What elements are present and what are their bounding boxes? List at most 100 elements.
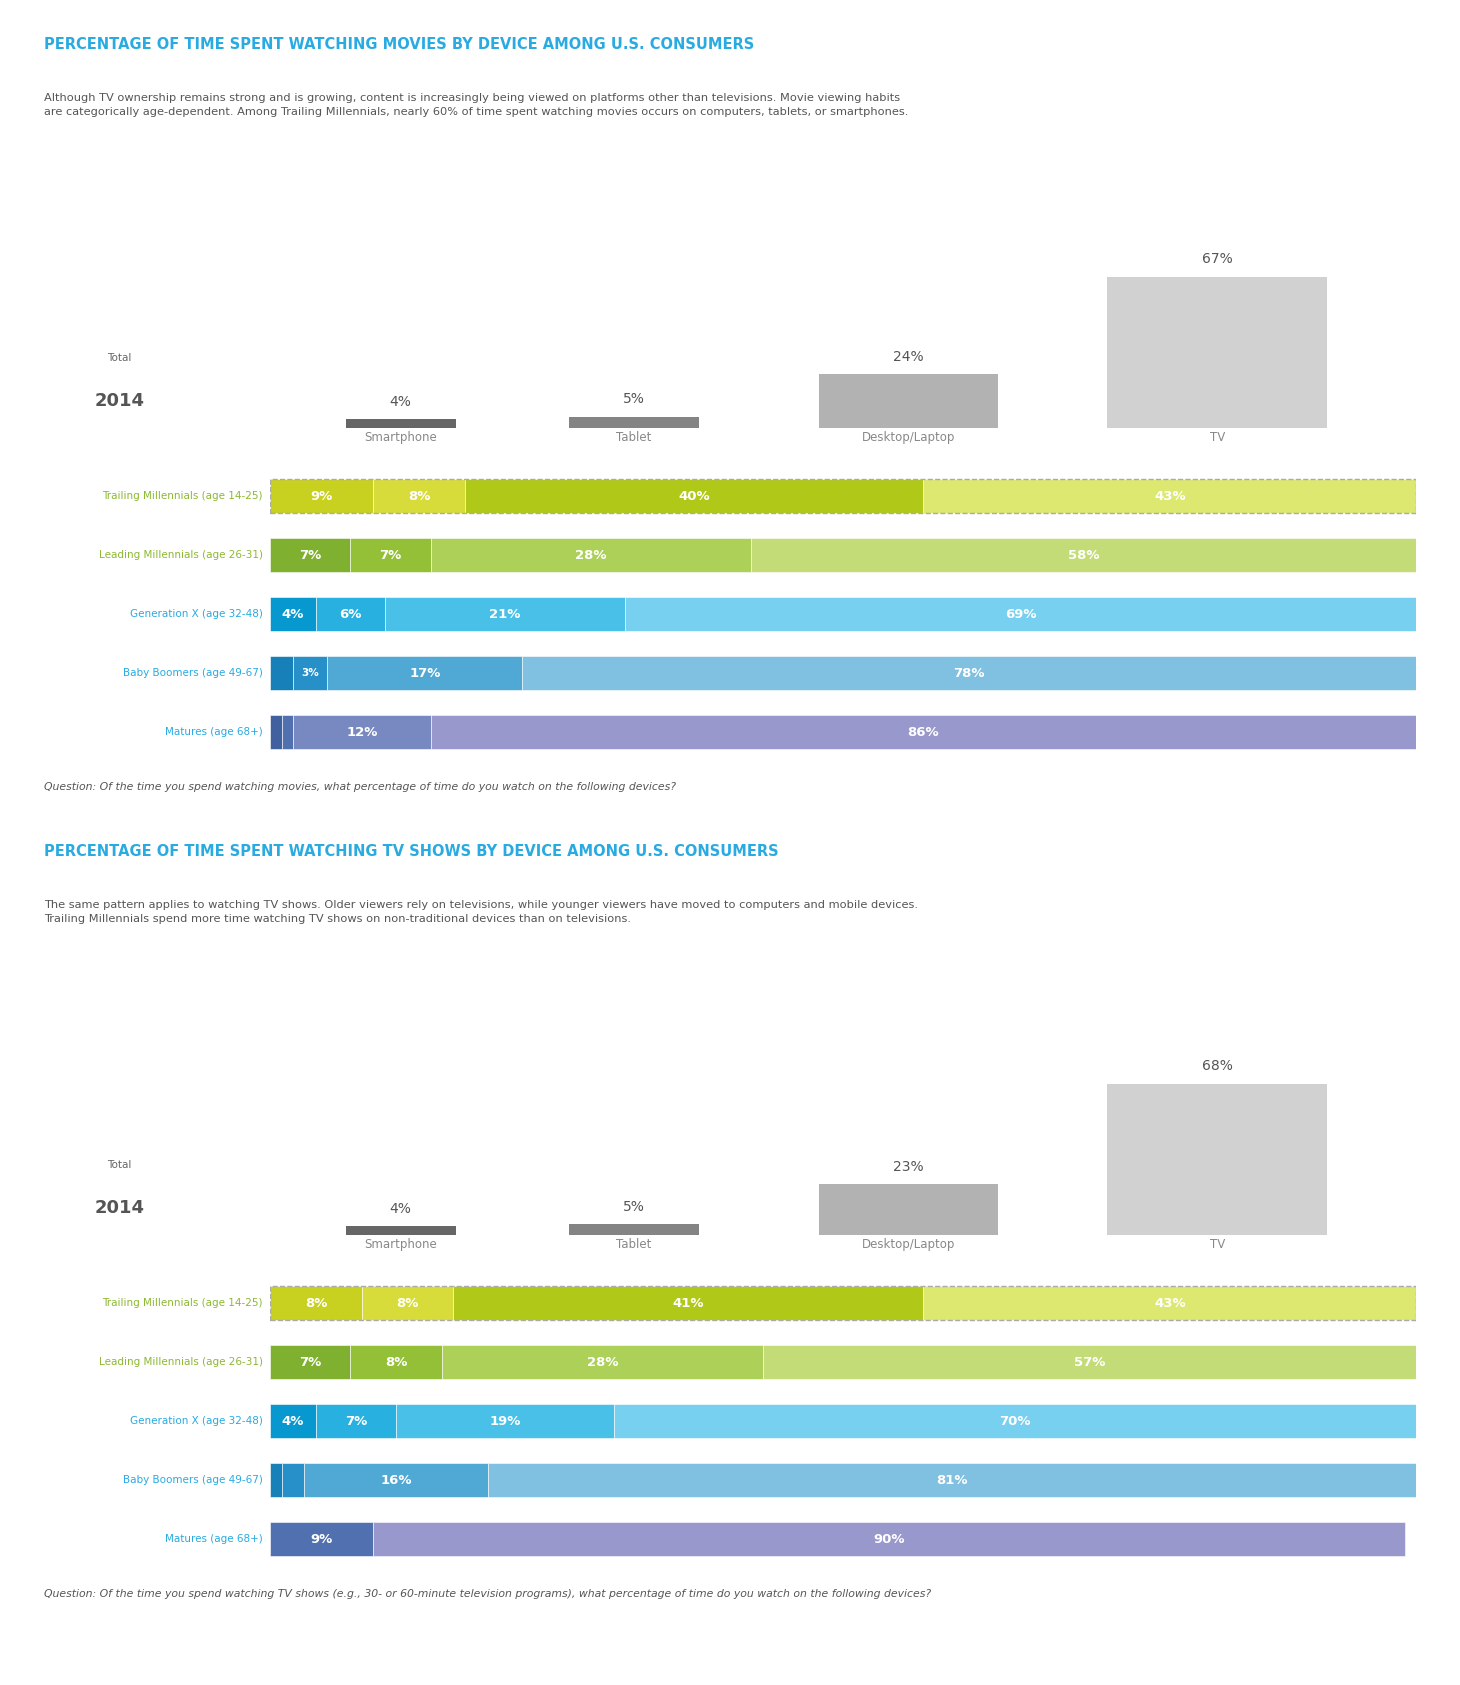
Text: 8%: 8% [397, 1297, 419, 1309]
Text: 68%: 68% [1202, 1060, 1232, 1073]
Text: 12%: 12% [346, 726, 378, 738]
Bar [362, 1286, 454, 1321]
Text: 4%: 4% [390, 394, 412, 409]
Text: 6%: 6% [339, 608, 362, 620]
Text: 9%: 9% [311, 490, 333, 502]
Text: 5%: 5% [623, 393, 645, 406]
Text: Trailing Millennials (age 14-25): Trailing Millennials (age 14-25) [102, 492, 263, 500]
Text: 57%: 57% [1075, 1356, 1105, 1368]
Text: Total: Total [107, 352, 131, 362]
Text: 24%: 24% [894, 349, 924, 364]
Bar [385, 596, 625, 632]
Bar [270, 1463, 282, 1498]
Bar [923, 479, 1416, 514]
Bar [282, 714, 293, 750]
Bar [270, 596, 315, 632]
Text: Matures (age 68+): Matures (age 68+) [165, 728, 263, 736]
Text: Total: Total [107, 1159, 131, 1169]
Bar [523, 655, 1416, 691]
Bar [270, 655, 293, 691]
Bar [613, 1404, 1416, 1439]
Bar [346, 420, 456, 428]
Text: 23%: 23% [894, 1159, 924, 1174]
Text: The same pattern applies to watching TV shows. Older viewers rely on televisions: The same pattern applies to watching TV … [44, 900, 918, 923]
Text: 28%: 28% [575, 549, 607, 561]
Text: Leading Millennials (age 26-31): Leading Millennials (age 26-31) [99, 551, 263, 559]
Bar [270, 1286, 1416, 1321]
Text: Desktop/Laptop: Desktop/Laptop [861, 431, 955, 443]
Text: 67%: 67% [1202, 253, 1232, 266]
Bar [569, 416, 699, 428]
Text: Generation X (age 32-48): Generation X (age 32-48) [130, 1417, 263, 1426]
Bar [315, 596, 385, 632]
Text: 8%: 8% [407, 490, 431, 502]
Text: 7%: 7% [380, 549, 402, 561]
Bar [350, 1345, 442, 1380]
Text: 2014: 2014 [95, 1200, 145, 1217]
Text: Matures (age 68+): Matures (age 68+) [165, 1535, 263, 1543]
Bar [270, 1345, 350, 1380]
Text: Smartphone: Smartphone [364, 431, 437, 443]
Bar [454, 1286, 923, 1321]
Text: 17%: 17% [409, 667, 441, 679]
Text: 9%: 9% [311, 1533, 333, 1545]
Bar [293, 655, 327, 691]
Bar [327, 655, 523, 691]
Text: 7%: 7% [299, 1356, 321, 1368]
Bar [819, 1185, 997, 1235]
Bar [1108, 276, 1327, 428]
Text: 3%: 3% [301, 669, 320, 677]
Text: Smartphone: Smartphone [364, 1238, 437, 1250]
Text: 8%: 8% [385, 1356, 407, 1368]
Text: Question: Of the time you spend watching movies, what percentage of time do you : Question: Of the time you spend watching… [44, 782, 676, 792]
Bar [923, 1286, 1416, 1321]
Text: 5%: 5% [623, 1200, 645, 1213]
Text: 16%: 16% [381, 1474, 412, 1486]
Text: 78%: 78% [953, 667, 986, 679]
Bar [431, 714, 1416, 750]
Bar [374, 1522, 1405, 1557]
Text: 86%: 86% [908, 726, 939, 738]
Text: 41%: 41% [673, 1297, 704, 1309]
Text: Although TV ownership remains strong and is growing, content is increasingly bei: Although TV ownership remains strong and… [44, 93, 908, 116]
Bar [270, 1522, 374, 1557]
Bar [270, 714, 282, 750]
Bar [764, 1345, 1416, 1380]
Text: 90%: 90% [873, 1533, 905, 1545]
Bar [752, 538, 1416, 573]
Bar [270, 479, 374, 514]
Bar [819, 374, 997, 428]
Text: 28%: 28% [587, 1356, 618, 1368]
Text: Generation X (age 32-48): Generation X (age 32-48) [130, 610, 263, 618]
Text: 4%: 4% [282, 608, 304, 620]
Bar [270, 538, 350, 573]
Bar [625, 596, 1416, 632]
Bar [315, 1404, 396, 1439]
Text: 81%: 81% [936, 1474, 968, 1486]
Text: Desktop/Laptop: Desktop/Laptop [861, 1238, 955, 1250]
Text: 7%: 7% [345, 1415, 366, 1427]
Text: Tablet: Tablet [616, 431, 651, 443]
Text: 19%: 19% [489, 1415, 521, 1427]
Text: 21%: 21% [489, 608, 521, 620]
Text: Baby Boomers (age 49-67): Baby Boomers (age 49-67) [123, 1476, 263, 1484]
Text: 4%: 4% [282, 1415, 304, 1427]
Bar [293, 714, 431, 750]
Text: PERCENTAGE OF TIME SPENT WATCHING TV SHOWS BY DEVICE AMONG U.S. CONSUMERS: PERCENTAGE OF TIME SPENT WATCHING TV SHO… [44, 844, 778, 859]
Bar [282, 1463, 305, 1498]
Bar [270, 1286, 362, 1321]
Text: Leading Millennials (age 26-31): Leading Millennials (age 26-31) [99, 1358, 263, 1367]
Bar [1108, 1083, 1327, 1235]
Text: 8%: 8% [305, 1297, 327, 1309]
Text: TV: TV [1209, 1238, 1225, 1250]
Bar [374, 479, 464, 514]
Text: Tablet: Tablet [616, 1238, 651, 1250]
Text: 58%: 58% [1069, 549, 1099, 561]
Text: 69%: 69% [1004, 608, 1037, 620]
Bar [305, 1463, 488, 1498]
Text: 43%: 43% [1153, 490, 1186, 502]
Bar [350, 538, 431, 573]
Bar [270, 1404, 315, 1439]
Text: 40%: 40% [679, 490, 710, 502]
Text: TV: TV [1209, 431, 1225, 443]
